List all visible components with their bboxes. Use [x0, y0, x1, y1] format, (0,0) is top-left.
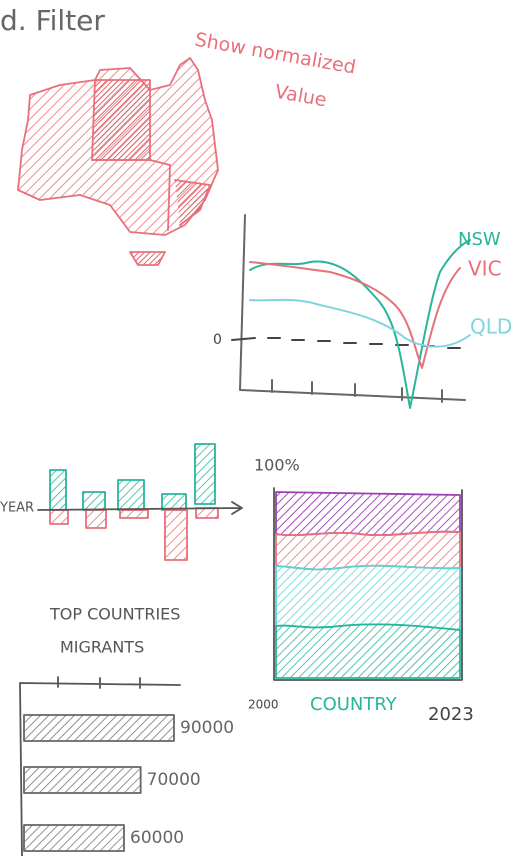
line-chart	[231, 214, 471, 409]
horizontal-bars: 90000 70000 60000	[19, 676, 234, 856]
value-label: 60000	[130, 828, 184, 848]
axis-label: 100%	[254, 456, 300, 475]
bar	[23, 824, 125, 852]
axis	[19, 676, 181, 856]
annotation: Value	[273, 81, 328, 112]
annotation: Show normalized	[193, 29, 357, 79]
series-line	[249, 239, 471, 409]
stacked-area	[273, 487, 463, 681]
series-label: NSW	[458, 229, 501, 250]
value-label: 70000	[147, 770, 201, 790]
axis-label: YEAR	[0, 501, 34, 516]
map	[17, 57, 219, 266]
diverging-bars	[37, 443, 243, 561]
chart-title: TOP COUNTRIES	[49, 605, 180, 624]
axis	[239, 214, 466, 401]
chart-title: MIGRANTS	[60, 638, 144, 657]
tick	[271, 379, 443, 403]
value-label: 90000	[180, 718, 234, 738]
title: d. Filter	[0, 4, 105, 37]
series-label: QLD	[470, 315, 512, 339]
zero-label: 0	[213, 332, 222, 348]
x-label: 2023	[428, 704, 474, 725]
series-line	[249, 298, 471, 348]
series-label: VIC	[468, 257, 502, 281]
x-label: COUNTRY	[310, 694, 398, 715]
bar	[23, 714, 175, 742]
bar	[23, 766, 142, 794]
series-line	[249, 261, 461, 369]
x-label: 2000	[248, 698, 279, 712]
